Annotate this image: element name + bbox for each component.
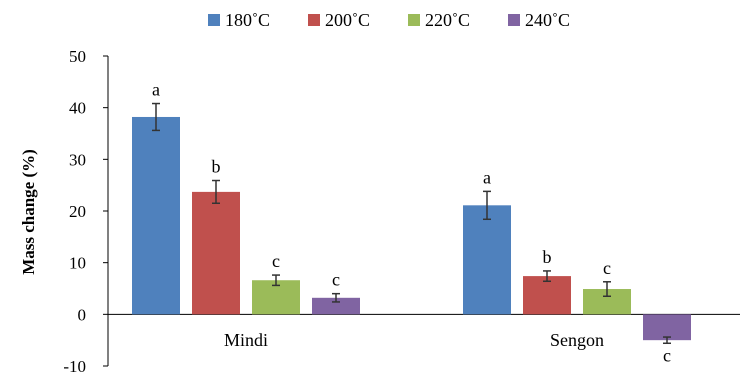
significance-label: a (483, 167, 491, 187)
legend-label: 240˚C (525, 10, 570, 30)
significance-label: b (543, 247, 552, 267)
legend-swatch (308, 14, 320, 26)
significance-label: c (663, 345, 671, 365)
significance-labels: a b c c a b c c (152, 80, 671, 366)
y-axis-title: Mass change (%) (19, 149, 38, 275)
legend-label: 180˚C (225, 10, 270, 30)
bar (643, 314, 691, 341)
category-label: Sengon (550, 330, 604, 350)
bars (132, 116, 691, 341)
bar (192, 191, 240, 315)
significance-label: c (603, 258, 611, 278)
category-label: Mindi (224, 330, 268, 350)
legend-label: 220˚C (425, 10, 470, 30)
y-tick-label: 40 (69, 99, 86, 118)
y-tick-label: 20 (69, 202, 86, 221)
y-tick-label: 30 (69, 150, 86, 169)
y-tick-label: 10 (69, 254, 86, 273)
y-axis-ticks: -10 0 10 20 30 40 50 (63, 47, 108, 374)
y-tick-label: 50 (69, 47, 86, 66)
bar (312, 297, 360, 315)
legend: 180˚C 200˚C 220˚C 240˚C (208, 10, 570, 30)
significance-label: c (332, 270, 340, 290)
legend-swatch (408, 14, 420, 26)
legend-swatch (208, 14, 220, 26)
significance-label: c (272, 251, 280, 271)
y-tick-label: -10 (63, 357, 86, 374)
significance-label: b (212, 157, 221, 177)
legend-swatch (508, 14, 520, 26)
bar (132, 116, 180, 315)
category-labels: Mindi Sengon (224, 330, 604, 350)
significance-label: a (152, 80, 160, 100)
legend-label: 200˚C (325, 10, 370, 30)
y-tick-label: 0 (78, 305, 87, 324)
bar (463, 205, 511, 315)
error-bars (152, 102, 671, 345)
bar (523, 276, 571, 315)
